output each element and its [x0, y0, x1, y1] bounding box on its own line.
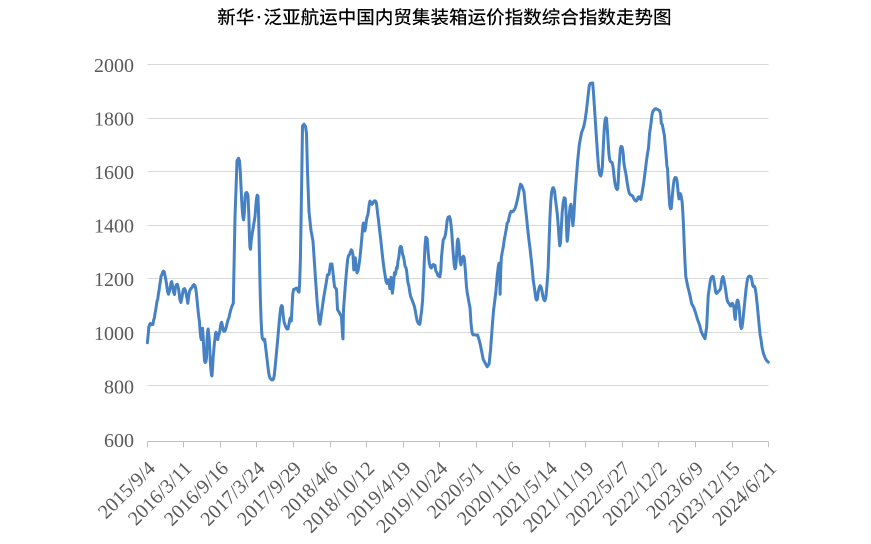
- svg-text:1000: 1000: [94, 323, 134, 345]
- svg-text:1200: 1200: [94, 269, 134, 291]
- svg-text:800: 800: [104, 376, 134, 398]
- svg-text:2000: 2000: [94, 55, 134, 77]
- svg-text:1400: 1400: [94, 216, 134, 238]
- svg-text:1800: 1800: [94, 109, 134, 131]
- svg-text:1600: 1600: [94, 162, 134, 184]
- svg-text:600: 600: [104, 430, 134, 452]
